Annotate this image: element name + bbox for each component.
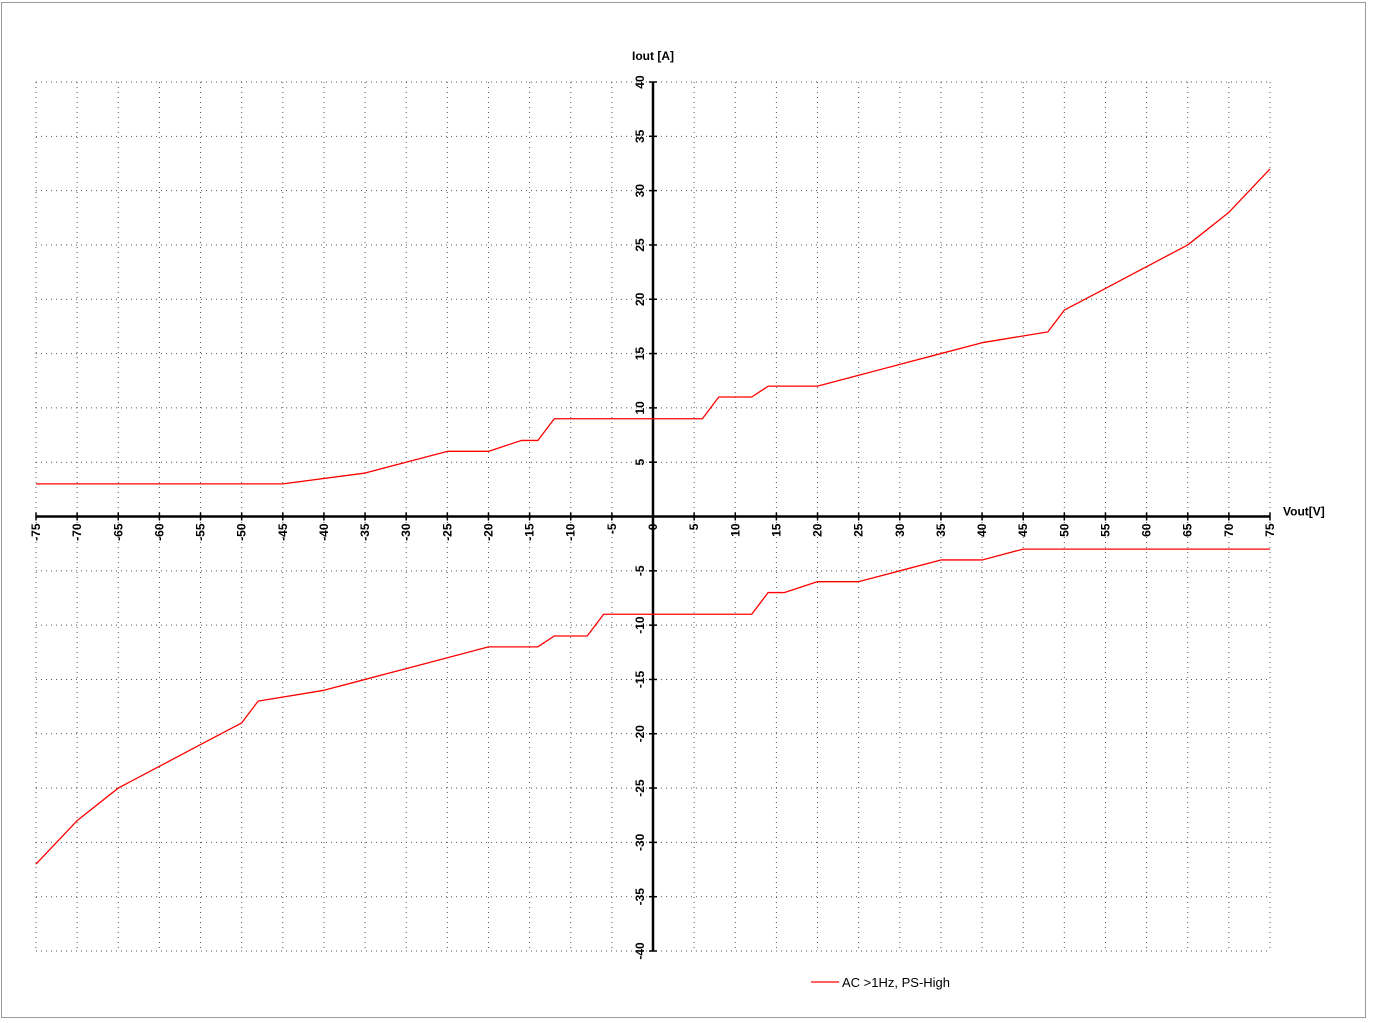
axes	[35, 81, 1271, 952]
x-tick-label: -60	[152, 523, 166, 541]
x-tick-label: 25	[852, 523, 866, 537]
x-tick-label: 70	[1222, 523, 1236, 537]
y-tick-label: 40	[633, 75, 647, 89]
y-tick-label: 35	[633, 129, 647, 143]
x-tick-label: -30	[399, 523, 413, 541]
y-tick-label: 15	[633, 347, 647, 361]
x-tick-label: 0	[646, 523, 660, 530]
grid	[35, 81, 1271, 952]
y-tick-label: -5	[633, 565, 647, 576]
y-tick-label: -15	[633, 670, 647, 688]
tick-labels: -75 -70 -65 -60 -55 -50 -45 -40 -35 -30 -25 -20 -15-…	[29, 75, 1277, 960]
y-tick-label: -25	[633, 779, 647, 797]
x-tick-label: 5	[687, 523, 701, 530]
x-tick-label: 30	[893, 523, 907, 537]
series-line-upper	[36, 168, 1271, 485]
x-tick-label: -40	[317, 523, 331, 541]
y-axis-title: Iout [A]	[632, 49, 674, 63]
y-tick-label: -20	[633, 725, 647, 743]
y-tick-label: 30	[633, 184, 647, 198]
y-tick-label: -35	[633, 888, 647, 906]
x-tick-label: -45	[276, 523, 290, 541]
x-tick-label: -70	[70, 523, 84, 541]
x-tick-label: -25	[440, 523, 454, 541]
plot-area	[35, 168, 1271, 865]
x-tick-label: -20	[481, 523, 495, 541]
x-axis-title: Vout[V]	[1283, 505, 1325, 519]
series-line-lower	[35, 548, 1270, 865]
iv-chart: -75 -70 -65 -60 -55 -50 -45 -40 -35 -30 -25 -20 -15-…	[29, 49, 1325, 990]
x-tick-label: 10	[728, 523, 742, 537]
x-tick-label: 15	[769, 523, 783, 537]
x-tick-label: 40	[975, 523, 989, 537]
x-tick-label: 55	[1098, 523, 1112, 537]
x-tick-label: -55	[194, 523, 208, 541]
x-tick-label: -35	[358, 523, 372, 541]
y-tick-label: 10	[633, 401, 647, 415]
x-tick-label: 45	[1016, 523, 1030, 537]
y-tick-label: -40	[633, 942, 647, 960]
x-tick-label: -10	[564, 523, 578, 541]
y-tick-label: -10	[633, 616, 647, 634]
x-tick-label: -50	[235, 523, 249, 541]
x-tick-label: 50	[1057, 523, 1071, 537]
x-tick-label: 20	[811, 523, 825, 537]
x-tick-label: 60	[1140, 523, 1154, 537]
y-tick-label: 20	[633, 292, 647, 306]
x-tick-label: -65	[111, 523, 125, 541]
x-tick-label: 65	[1181, 523, 1195, 537]
x-tick-label: -5	[605, 523, 619, 534]
legend: AC >1Hz, PS-High	[811, 975, 950, 990]
x-tick-label: -15	[523, 523, 537, 541]
x-tick-label: 75	[1263, 523, 1277, 537]
legend-label: AC >1Hz, PS-High	[842, 975, 950, 990]
y-tick-label: -30	[633, 833, 647, 851]
x-tick-label: 35	[934, 523, 948, 537]
y-tick-label: 25	[633, 238, 647, 252]
x-tick-label: -75	[29, 523, 43, 541]
y-tick-label: 5	[633, 459, 647, 466]
